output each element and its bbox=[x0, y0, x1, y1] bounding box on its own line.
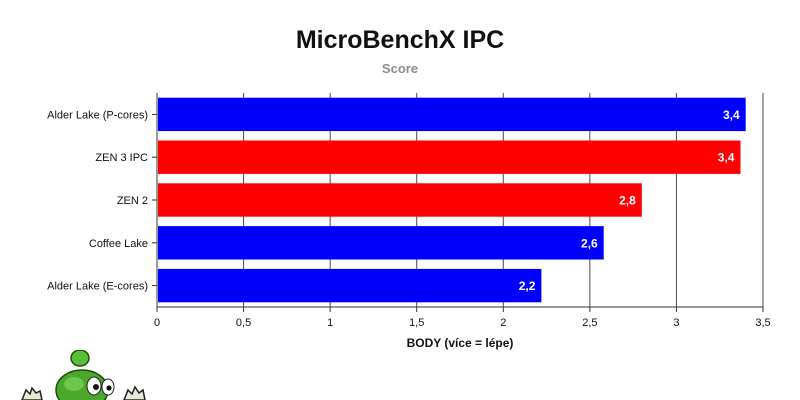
y-category-label: Coffee Lake bbox=[89, 238, 148, 250]
chart-title: MicroBenchX IPC bbox=[295, 26, 505, 54]
bar-value-label: 2,8 bbox=[619, 194, 636, 208]
y-category-label: ZEN 3 IPC bbox=[95, 152, 148, 164]
y-category-label: ZEN 2 bbox=[117, 195, 148, 207]
x-axis-label: BODY (více = lépe) bbox=[406, 336, 514, 350]
x-tick-label: 0 bbox=[154, 317, 160, 329]
bar bbox=[158, 183, 642, 217]
bar-value-label: 3,4 bbox=[718, 151, 735, 165]
x-tick-label: 2 bbox=[500, 317, 506, 329]
bar-value-label: 2,6 bbox=[581, 236, 598, 250]
x-tick-label: 3 bbox=[673, 317, 679, 329]
x-tick-label: 3,5 bbox=[755, 317, 770, 329]
x-tick-label: 0,5 bbox=[236, 317, 251, 329]
bar bbox=[158, 226, 604, 260]
bar bbox=[158, 97, 746, 132]
x-tick-label: 1,5 bbox=[409, 317, 424, 329]
green-alien-mascot-icon bbox=[21, 350, 146, 400]
y-category-label: Alder Lake (P-cores) bbox=[47, 109, 148, 121]
chart-subtitle: Score bbox=[381, 61, 419, 76]
bar-value-label: 3,4 bbox=[723, 108, 740, 122]
bar-value-label: 2,2 bbox=[519, 279, 536, 293]
bar bbox=[158, 140, 741, 174]
x-tick-label: 1 bbox=[327, 317, 333, 329]
y-category-label: Alder Lake (E-cores) bbox=[47, 281, 148, 293]
x-tick-label: 2,5 bbox=[582, 317, 597, 329]
bar bbox=[158, 268, 542, 303]
